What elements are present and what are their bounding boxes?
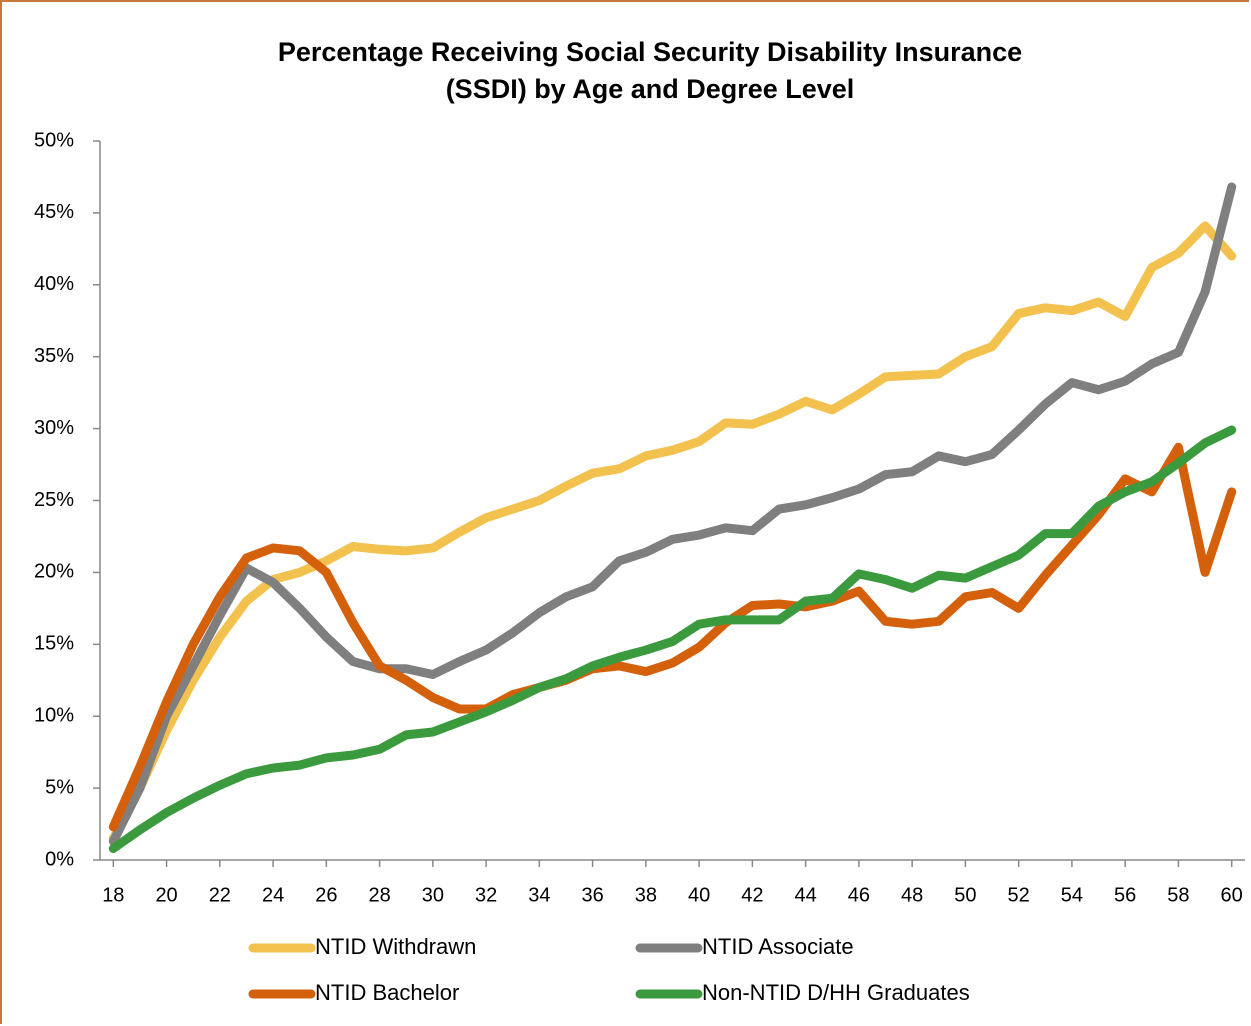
x-tick-label: 44 (795, 884, 817, 906)
y-tick-label: 5% (45, 776, 74, 798)
x-tick-label: 30 (422, 884, 444, 906)
x-tick-label: 50 (954, 884, 976, 906)
legend-label: NTID Associate (702, 934, 854, 959)
y-tick-label: 10% (34, 704, 74, 726)
y-tick-label: 0% (45, 848, 74, 870)
x-tick-label: 32 (475, 884, 497, 906)
x-tick-label: 42 (741, 884, 763, 906)
y-tick-label: 15% (34, 633, 74, 655)
series-line (108, 425, 1237, 853)
legend-label: NTID Withdrawn (315, 934, 476, 959)
x-tick-label: 24 (262, 884, 284, 906)
series-line (108, 221, 1237, 843)
x-tick-label: 46 (848, 884, 870, 906)
y-tick-label: 20% (34, 561, 74, 583)
x-tick-label: 18 (102, 884, 124, 906)
x-tick-label: 48 (901, 884, 923, 906)
y-tick-label: 30% (34, 417, 74, 439)
x-tick-label: 54 (1061, 884, 1083, 906)
x-tick-label: 38 (635, 884, 657, 906)
x-tick-label: 58 (1167, 884, 1189, 906)
y-tick-label: 35% (34, 345, 74, 367)
x-tick-label: 28 (368, 884, 390, 906)
series-line (108, 182, 1237, 846)
x-tick-label: 22 (209, 884, 231, 906)
chart-title: Percentage Receiving Social Security Dis… (277, 37, 1023, 104)
x-tick-label: 20 (155, 884, 177, 906)
legend-label: Non-NTID D/HH Graduates (702, 980, 970, 1005)
x-tick-label: 40 (688, 884, 710, 906)
y-tick-label: 40% (34, 273, 74, 295)
x-tick-label: 60 (1221, 884, 1243, 906)
y-tick-label: 25% (34, 489, 74, 511)
x-tick-label: 52 (1008, 884, 1030, 906)
x-tick-label: 36 (581, 884, 603, 906)
x-tick-label: 34 (528, 884, 550, 906)
y-tick-label: 45% (34, 201, 74, 223)
legend-label: NTID Bachelor (315, 980, 459, 1005)
y-tick-label: 50% (34, 129, 74, 151)
series-line (108, 442, 1237, 832)
x-tick-label: 56 (1114, 884, 1136, 906)
x-tick-label: 26 (315, 884, 337, 906)
